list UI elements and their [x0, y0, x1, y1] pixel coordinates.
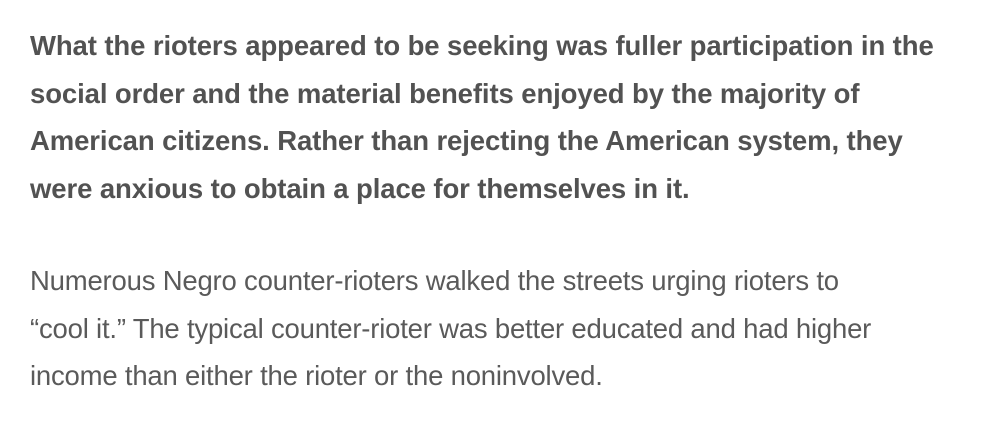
- quote-paragraph-bold: What the rioters appeared to be seeking …: [30, 22, 970, 212]
- article-body: What the rioters appeared to be seeking …: [30, 22, 970, 400]
- text-line: income than either the rioter or the non…: [30, 360, 603, 391]
- text-line: were anxious to obtain a place for thems…: [30, 172, 690, 204]
- text-line: social order and the material benefits e…: [30, 77, 860, 109]
- text-line: Numerous Negro counter-rioters walked th…: [30, 265, 839, 296]
- text-line: “cool it.” The typical counter-rioter wa…: [30, 312, 872, 344]
- text-line: What the rioters appeared to be seeking …: [30, 30, 934, 61]
- text-line: American citizens. Rather than rejecting…: [30, 125, 903, 156]
- quote-paragraph-regular: Numerous Negro counter-rioters walked th…: [30, 257, 970, 400]
